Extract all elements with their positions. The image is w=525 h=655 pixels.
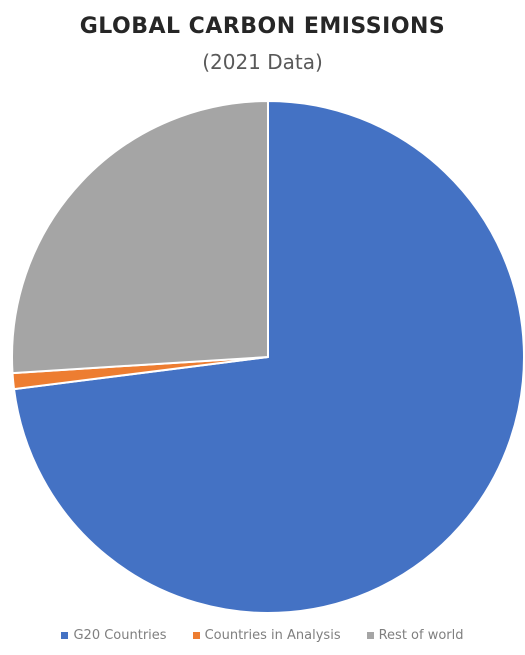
legend-item-countries-in-analysis: Countries in Analysis (192, 628, 341, 643)
legend-swatch-g20 (61, 632, 69, 639)
chart-legend: G20 Countries Countries in Analysis Rest… (0, 628, 525, 643)
chart-subtitle: (2021 Data) (202, 50, 323, 74)
legend-label-countries-in-analysis: Countries in Analysis (204, 628, 341, 643)
legend-label-g20: G20 Countries (73, 628, 167, 643)
legend-swatch-countries-in-analysis (192, 632, 200, 639)
legend-label-rest-of-world: Rest of world (378, 628, 464, 643)
legend-item-g20: G20 Countries (61, 628, 167, 643)
legend-swatch-rest-of-world (366, 632, 374, 639)
pie-slice-rest-of-world (11, 100, 269, 375)
chart-title: GLOBAL CARBON EMISSIONS (79, 14, 446, 39)
legend-item-rest-of-world: Rest of world (366, 628, 464, 643)
